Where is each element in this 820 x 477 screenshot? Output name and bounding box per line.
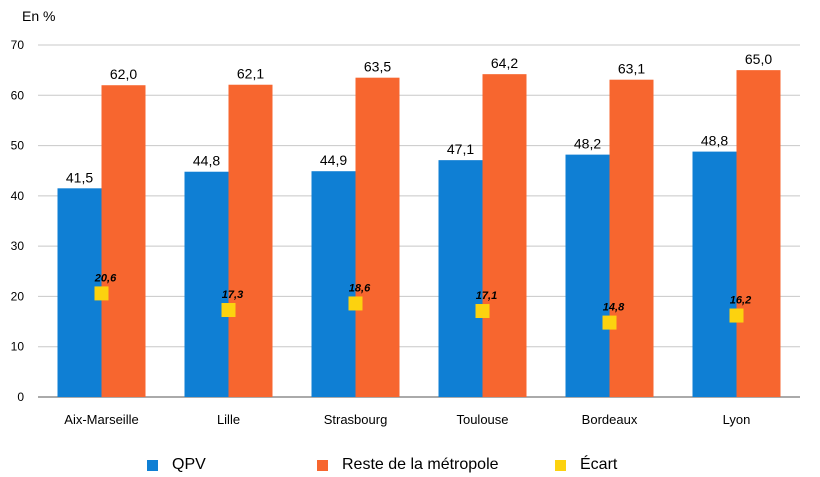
- bar-qpv: [57, 188, 102, 397]
- y-axis-ticks: 0 10 20 30 40 50 60 70: [11, 38, 25, 404]
- legend-label-qpv: QPV: [172, 456, 206, 473]
- data-label-ecart: 17,1: [476, 290, 497, 302]
- bar-reste: [609, 79, 654, 397]
- bar-reste: [355, 77, 400, 397]
- data-label-reste: 63,5: [364, 59, 391, 75]
- bars: 41,5 62,0 20,6 44,8 62,1 17,3 44,9 63,5 18,6 47,1…: [57, 51, 781, 398]
- data-label-qpv: 44,9: [320, 152, 347, 168]
- marker-ecart: [221, 303, 236, 318]
- marker-ecart: [94, 286, 109, 301]
- data-label-reste: 62,0: [110, 66, 137, 82]
- x-category-label: Lille: [217, 412, 240, 427]
- data-label-ecart: 17,3: [222, 289, 243, 301]
- bar-reste: [101, 85, 146, 397]
- legend-label-ecart: Écart: [580, 456, 618, 473]
- bar-qpv: [565, 154, 610, 397]
- y-tick-label: 10: [11, 340, 25, 354]
- y-tick-label: 40: [11, 189, 25, 203]
- bar-qpv: [311, 171, 356, 397]
- data-label-ecart: 20,6: [94, 272, 117, 284]
- marker-ecart: [475, 304, 490, 319]
- x-axis-categories: Aix-Marseille Lille Strasbourg Toulouse Bord…: [64, 412, 750, 427]
- data-label-reste: 65,0: [745, 51, 772, 67]
- bar-reste: [228, 84, 273, 398]
- data-label-qpv: 48,2: [574, 136, 601, 152]
- data-label-qpv: 48,8: [701, 133, 728, 149]
- legend-item-ecart: Écart: [555, 456, 617, 474]
- legend-swatch-ecart: [555, 459, 566, 471]
- data-label-reste: 63,1: [618, 61, 645, 77]
- bar-qpv: [184, 171, 229, 397]
- x-category-label: Aix-Marseille: [64, 412, 138, 427]
- y-tick-label: 30: [11, 239, 25, 253]
- legend-item-reste: Reste de la métropole: [317, 456, 499, 474]
- x-category-label: Bordeaux: [582, 412, 638, 427]
- bar-qpv: [438, 160, 483, 397]
- y-tick-label: 60: [11, 88, 25, 102]
- bar-qpv: [692, 151, 737, 397]
- legend-item-qpv: QPV: [147, 456, 206, 474]
- y-tick-label: 70: [11, 38, 25, 52]
- data-label-ecart: 14,8: [603, 302, 625, 314]
- y-tick-label: 50: [11, 139, 25, 153]
- y-tick-label: 0: [17, 390, 24, 404]
- marker-ecart: [348, 296, 363, 311]
- data-label-ecart: 18,6: [349, 282, 371, 294]
- x-category-label: Toulouse: [456, 412, 508, 427]
- data-label-ecart: 16,2: [730, 295, 751, 307]
- y-axis-unit-label: En %: [22, 8, 56, 24]
- legend-swatch-qpv: [147, 459, 158, 471]
- data-label-qpv: 41,5: [66, 169, 93, 185]
- y-tick-label: 20: [11, 289, 25, 303]
- x-category-label: Lyon: [723, 412, 751, 427]
- data-label-qpv: 47,1: [447, 141, 474, 157]
- x-category-label: Strasbourg: [324, 412, 388, 427]
- marker-ecart: [602, 315, 617, 330]
- gridlines: [38, 44, 800, 398]
- data-label-reste: 64,2: [491, 55, 518, 71]
- legend-swatch-reste: [317, 459, 328, 471]
- data-label-reste: 62,1: [237, 66, 264, 82]
- marker-ecart: [729, 308, 744, 323]
- bar-reste: [482, 74, 527, 397]
- data-label-qpv: 44,8: [193, 153, 220, 169]
- bar-reste: [736, 70, 781, 398]
- legend-label-reste: Reste de la métropole: [342, 456, 499, 473]
- legend: QPV Reste de la métropole Écart: [0, 456, 820, 476]
